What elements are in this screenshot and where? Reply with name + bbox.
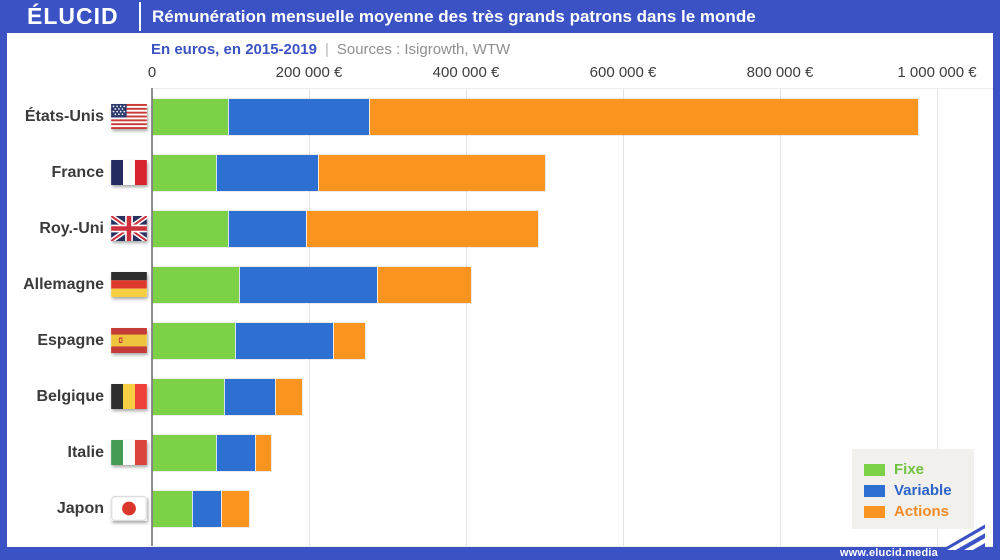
x-tick: 800 000 € [746,64,814,81]
chart-row: Roy.-Uni [0,211,993,247]
bar-segment-fixe[interactable] [153,435,216,471]
footer-url: www.elucid.media [839,547,938,559]
bar-segment-variable[interactable] [223,379,275,415]
legend-swatch [864,484,885,497]
country-label: États-Unis [24,108,104,125]
germany-flag-icon [111,272,147,297]
spain-flag-icon [111,328,147,353]
x-tick: 0 [147,64,157,81]
stacked-bar[interactable] [153,99,919,135]
legend-label: Fixe [894,461,925,478]
bar-segment-variable[interactable] [235,323,334,359]
country-label: Allemagne [23,276,104,293]
bar-segment-fixe[interactable] [153,267,240,303]
uk-flag-icon [111,216,147,241]
country-label: Japon [56,500,104,517]
legend-swatch [864,505,885,518]
bar-segment-actions[interactable] [376,267,471,303]
country-label: France [51,164,104,181]
country-label: Espagne [37,332,104,349]
japan-flag-icon [111,496,147,521]
chart-subtitle: En euros, en 2015-2019 | Sources : Isigrow… [151,41,510,58]
belgium-flag-icon [111,384,147,409]
france-flag-icon [111,160,147,185]
chart-row: Belgique [0,379,993,415]
x-tick: 1 000 000 € [897,64,977,81]
bar-segment-actions[interactable] [220,491,249,527]
x-tick: 200 000 € [275,64,343,81]
elucid-flag-logo [941,524,985,550]
bar-segment-actions[interactable] [333,323,365,359]
bar-segment-variable[interactable] [192,491,221,527]
x-tick: 400 000 € [432,64,500,81]
legend: Fixe Variable Actions [852,449,974,529]
stacked-bar[interactable] [153,323,365,359]
us-flag-icon [111,104,147,129]
country-label: Belgique [36,388,104,405]
stacked-bar[interactable] [153,155,546,191]
legend-item-actions[interactable]: Actions [864,501,974,522]
header-bar: ÉLUCID Rémunération mensuelle moyenne de… [0,0,1000,33]
footer-bar: www.elucid.media [0,547,1000,560]
elucid-logo: ÉLUCID [27,3,119,29]
bar-segment-variable[interactable] [227,211,307,247]
bar-segment-variable[interactable] [215,435,256,471]
chart-title: Rémunération mensuelle moyenne des très … [152,7,756,26]
bar-segment-actions[interactable] [368,99,919,135]
bar-segment-actions[interactable] [274,379,303,415]
chart-row: Japon [0,491,993,527]
legend-label: Variable [894,482,952,499]
country-label: Roy.-Uni [39,220,104,237]
bar-segment-variable[interactable] [215,155,318,191]
frame-border-right [993,33,1000,547]
stacked-bar[interactable] [153,435,271,471]
header-divider [139,2,141,31]
legend-item-fixe[interactable]: Fixe [864,459,974,480]
subtitle-sources: Sources : Isigrowth, WTW [336,41,511,58]
legend-label: Actions [894,503,950,520]
chart-row: États-Unis [0,99,993,135]
stacked-bar[interactable] [153,211,538,247]
bar-segment-fixe[interactable] [153,99,228,135]
legend-item-variable[interactable]: Variable [864,480,974,501]
frame-border-left [0,33,7,547]
x-tick: 600 000 € [589,64,657,81]
bar-segment-actions[interactable] [306,211,538,247]
legend-items: Fixe Variable Actions [864,459,974,522]
bar-segment-actions[interactable] [317,155,546,191]
bar-segment-fixe[interactable] [153,211,228,247]
chart-row: France [0,155,993,191]
bar-segment-fixe[interactable] [153,491,193,527]
subtitle-separator: | [324,41,329,58]
y-axis-line [151,88,153,546]
stacked-bar[interactable] [153,267,471,303]
bar-segment-variable[interactable] [227,99,369,135]
chart-row: Allemagne [0,267,993,303]
chart-row: Italie [0,435,993,471]
stacked-bar[interactable] [153,379,303,415]
bar-segment-fixe[interactable] [153,379,224,415]
chart-row: Espagne [0,323,993,359]
legend-swatch [864,463,885,476]
italy-flag-icon [111,440,147,465]
bar-segment-fixe[interactable] [153,323,236,359]
bar-segment-fixe[interactable] [153,155,216,191]
country-label: Italie [67,444,104,461]
bar-segment-variable[interactable] [239,267,377,303]
subtitle-period: En euros, en 2015-2019 [151,41,317,58]
stacked-bar[interactable] [153,491,249,527]
bar-segment-actions[interactable] [255,435,271,471]
